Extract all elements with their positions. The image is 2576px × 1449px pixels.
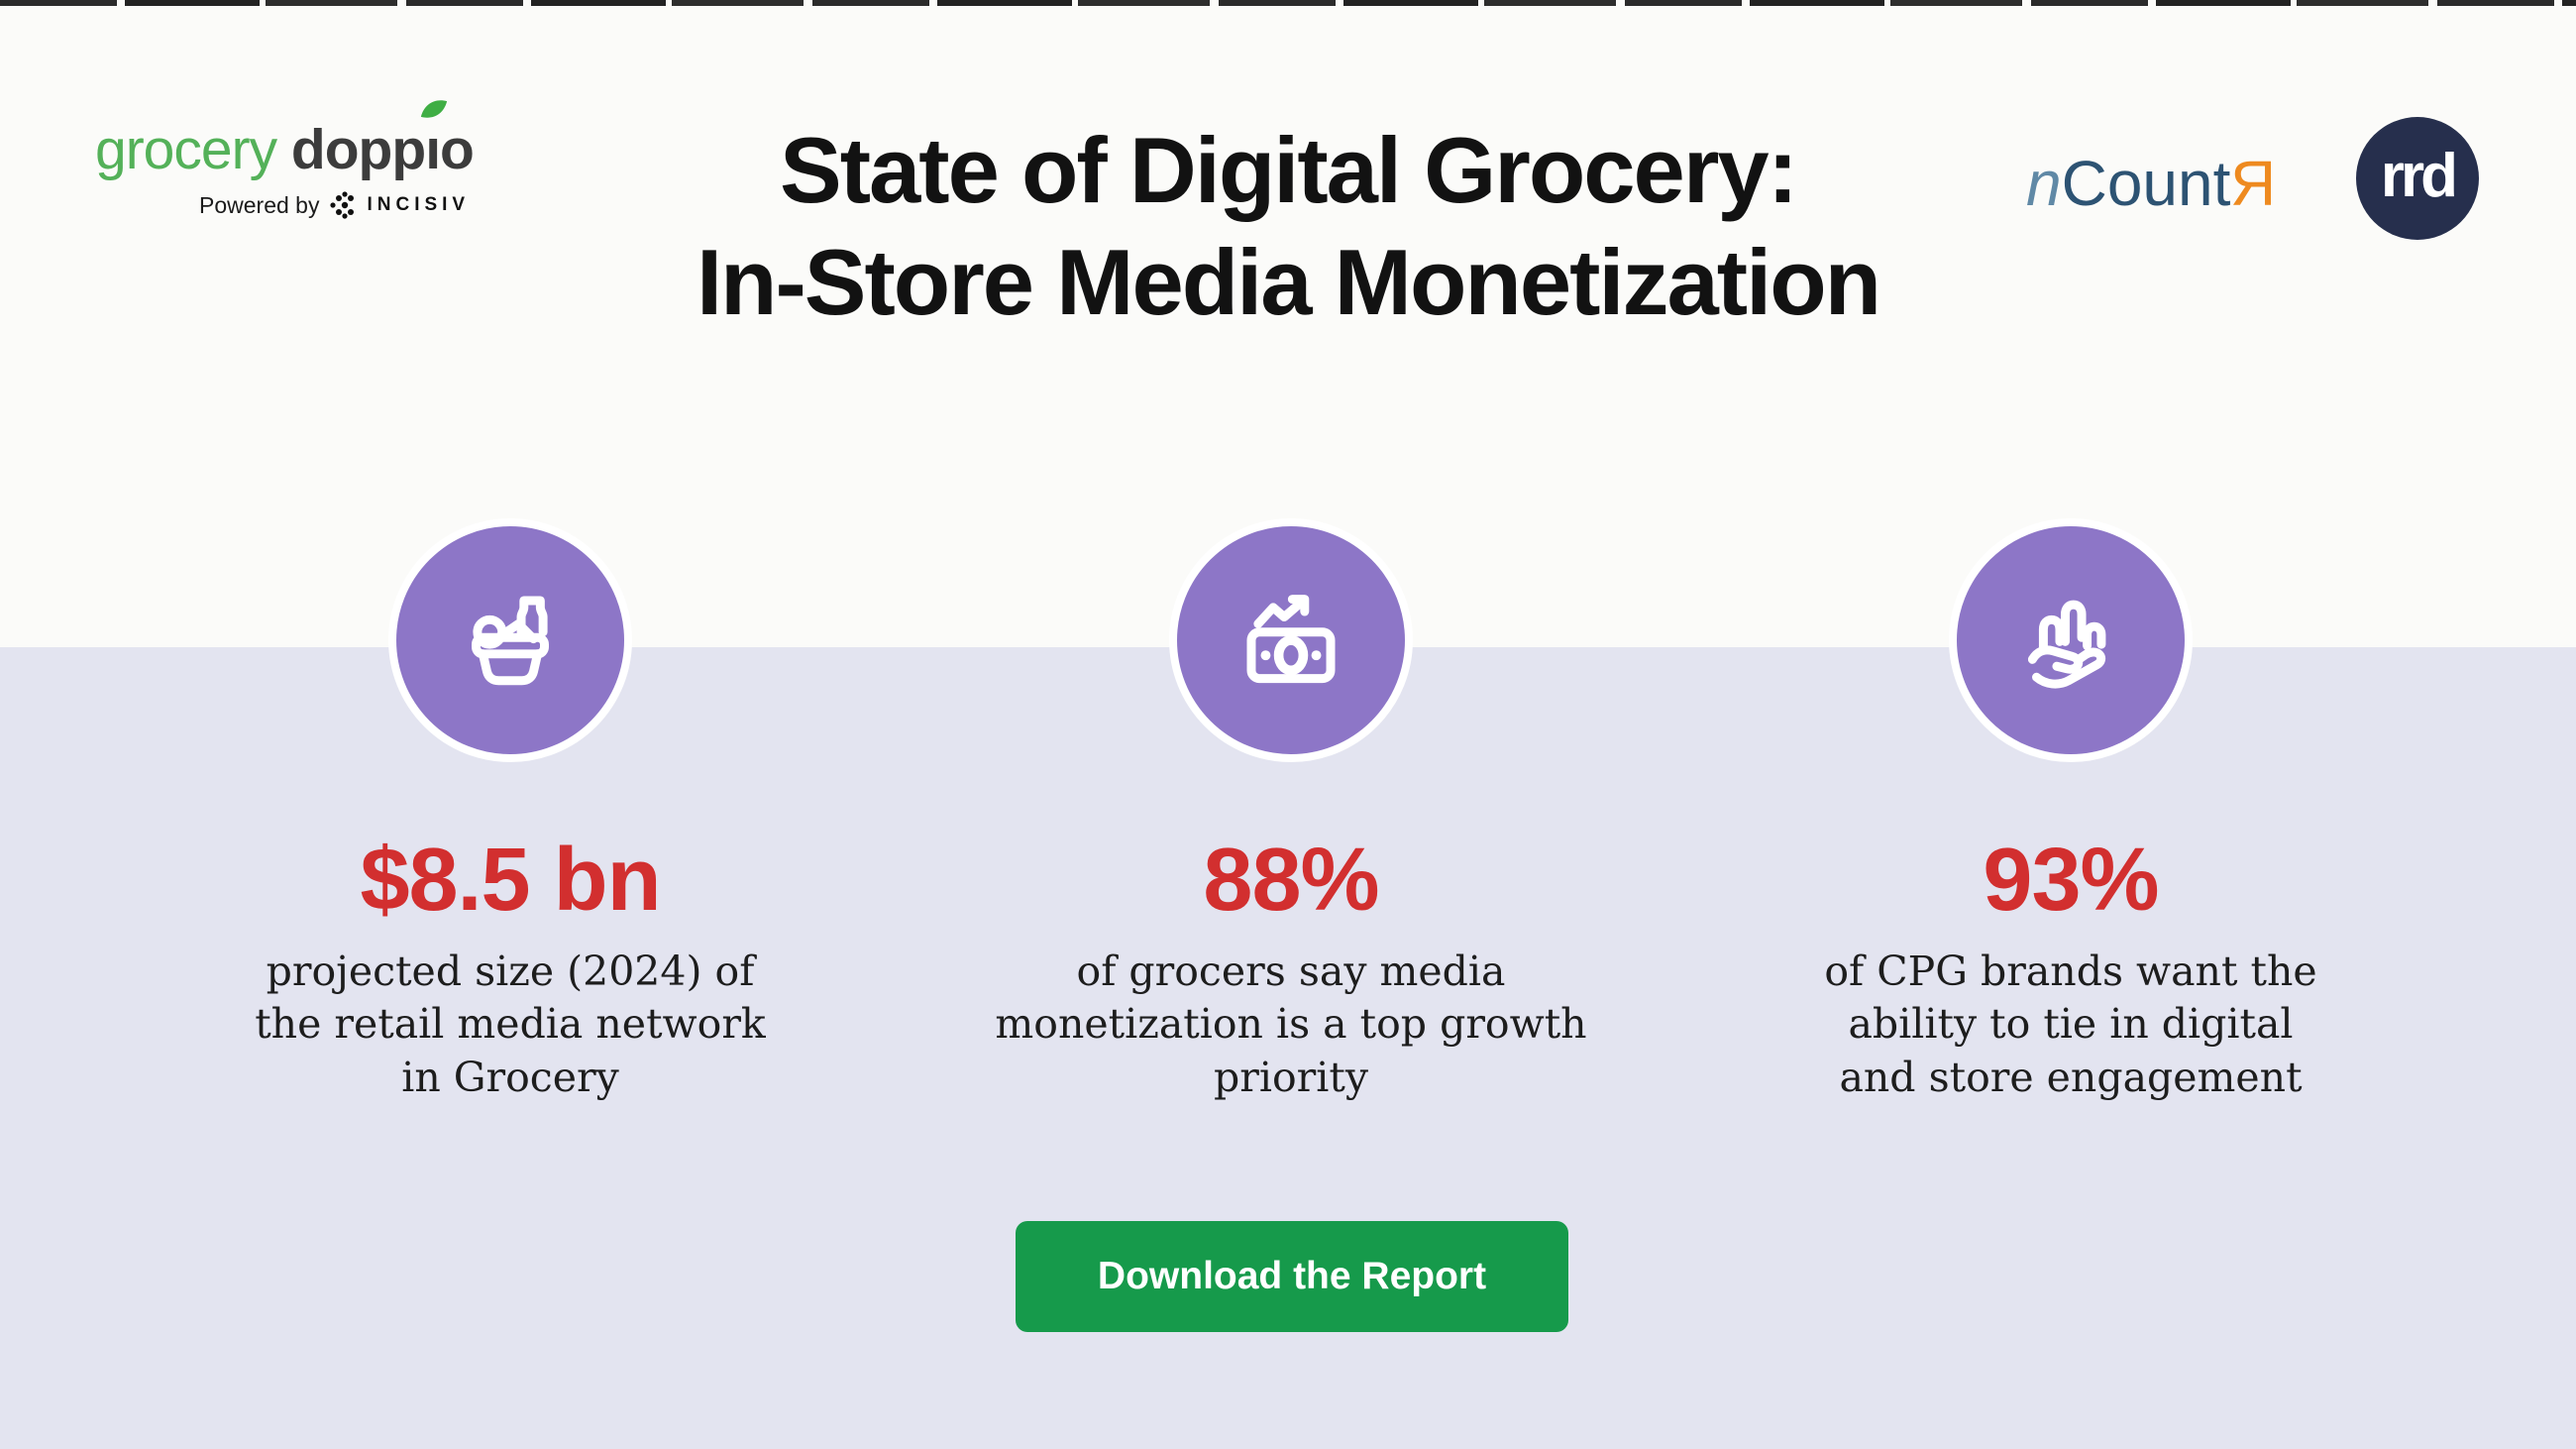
stat-value: $8.5 bn [360, 831, 661, 930]
title-line-2: In-Store Media Monetization [696, 229, 1881, 334]
caption-line: priority [1214, 1053, 1368, 1101]
caption-line: monetization is a top growth [995, 1000, 1587, 1049]
stat-caption: of grocers say media monetization is a t… [964, 946, 1618, 1104]
doppio-dotless-i: ı [425, 118, 441, 181]
ncountr-logo: nCountR [2026, 147, 2343, 220]
caption-line: the retail media network [255, 1000, 766, 1049]
page-title: State of Digital Grocery: In-Store Media… [0, 115, 2576, 339]
stat-value: 93% [1983, 831, 2159, 930]
money-growth-icon [1246, 595, 1336, 684]
rrd-logo-badge: rrd [2356, 117, 2479, 240]
ncountr-reversed-r: R [2230, 148, 2277, 219]
download-report-button[interactable]: Download the Report [1016, 1221, 1568, 1332]
caption-line: projected size (2024) of [266, 947, 755, 995]
stat-value: 88% [1203, 831, 1379, 930]
stat-caption: projected size (2024) of the retail medi… [183, 946, 837, 1104]
hand-offer-icon [2027, 600, 2106, 689]
caption-line: and store engagement [1839, 1053, 2303, 1101]
caption-line: in Grocery [401, 1053, 619, 1101]
grocery-doppio-wordmark: grocery doppı o [95, 100, 491, 182]
stat-media-monetization-priority: 88% of grocers say media monetization is… [964, 518, 1618, 1104]
ncountr-n: n [2026, 148, 2062, 219]
money-growth-icon-circle [1169, 518, 1413, 762]
stat-caption: of CPG brands want the ability to tie in… [1744, 946, 2398, 1104]
grocery-doppio-logo: grocery doppı o Powered by INCISIV [95, 100, 491, 220]
doppio-word-end: o [440, 118, 475, 181]
grocery-basket-icon [472, 596, 549, 686]
powered-by-row: Powered by INCISIV [199, 190, 491, 220]
grocery-basket-icon-circle [388, 518, 632, 762]
rrd-wordmark: rrd [2380, 141, 2458, 210]
incisiv-wordmark: INCISIV [367, 194, 471, 215]
title-line-1: State of Digital Grocery: [780, 118, 1798, 222]
leaf-icon [421, 100, 448, 118]
hand-offer-icon-circle [1949, 518, 2193, 762]
powered-by-label: Powered by [199, 191, 320, 218]
incisiv-dots-icon [330, 191, 355, 219]
caption-line: of grocers say media [1076, 947, 1506, 995]
doppio-word-start: dopp [290, 118, 426, 181]
stat-cpg-engagement: 93% of CPG brands want the ability to ti… [1744, 518, 2398, 1104]
ncountr-count: Count [2061, 148, 2231, 219]
stat-retail-media-size: $8.5 bn projected size (2024) of the ret… [183, 518, 837, 1104]
grocery-word: grocery [95, 118, 277, 181]
caption-line: ability to tie in digital [1848, 1000, 2294, 1049]
top-edge-strip [0, 0, 2576, 6]
caption-line: of CPG brands want the [1824, 947, 2317, 995]
